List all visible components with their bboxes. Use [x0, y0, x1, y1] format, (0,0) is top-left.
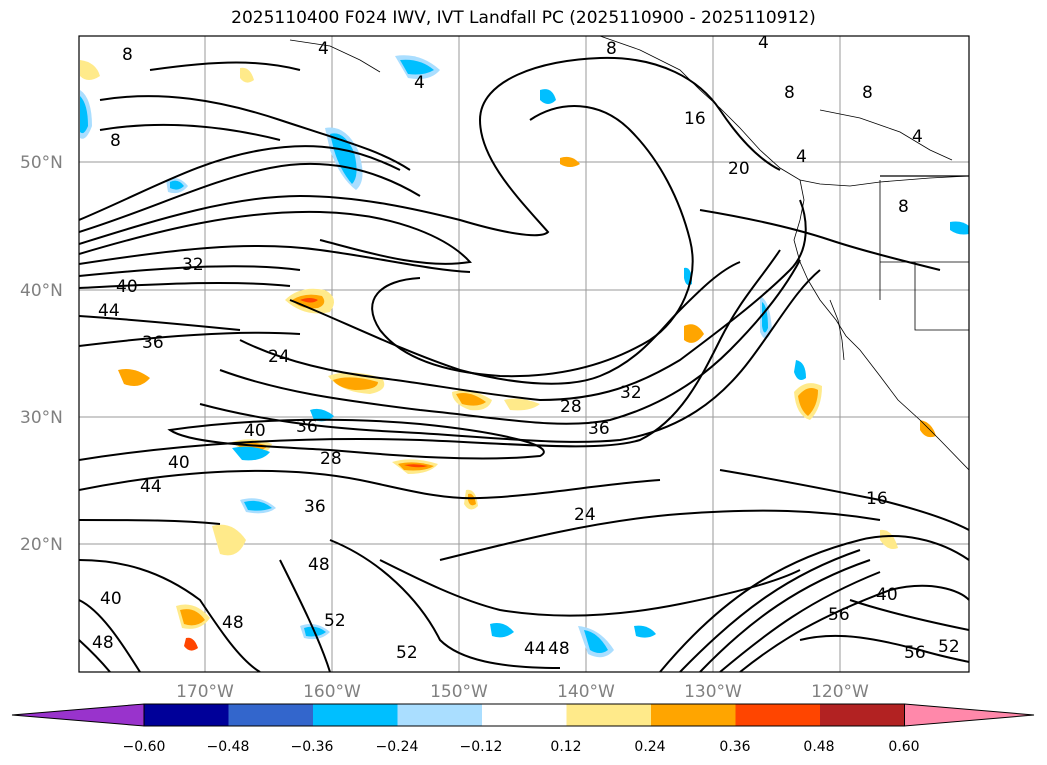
contour-label: 24: [574, 505, 596, 525]
contour-label: 8: [784, 83, 795, 103]
contour-label: 32: [620, 383, 642, 403]
contour-label: 52: [324, 611, 346, 631]
colorbar-segment: [651, 704, 736, 726]
contour-label: 40: [168, 453, 190, 473]
contour-label: 56: [828, 605, 850, 625]
contour-label: 52: [396, 643, 418, 663]
contour-label: 8: [110, 131, 121, 151]
lon-label-120w: 120°W: [811, 682, 869, 702]
colorbar-segment: [820, 704, 905, 726]
lon-label-160w: 160°W: [303, 682, 361, 702]
lon-label-140w: 140°W: [557, 682, 615, 702]
colorbar-segment: [313, 704, 398, 726]
lat-label-30n: 30°N: [20, 408, 63, 428]
colorbar-segment: [228, 704, 314, 726]
colorbar-tick-label: 0.60: [888, 739, 919, 755]
latitude-labels: 50°N 40°N 30°N 20°N: [20, 153, 63, 555]
contour-label: 52: [938, 637, 960, 657]
colorbar-tick-label: 0.12: [550, 739, 581, 755]
map-frame: [78, 35, 970, 673]
colorbar-tick-label: −0.36: [291, 739, 334, 755]
contour-label: 28: [560, 397, 582, 417]
contour-label: 40: [244, 421, 266, 441]
contour-label: 4: [912, 127, 923, 147]
contour-label: 56: [904, 643, 926, 663]
colorbar-segment: [735, 704, 821, 726]
lat-label-20n: 20°N: [20, 535, 63, 555]
contour-label: 36: [296, 417, 318, 437]
colorbar-extend-min: [11, 703, 145, 727]
contour-label: 20: [728, 159, 750, 179]
pc-shading: [80, 55, 969, 658]
contour-label: 48: [222, 613, 244, 633]
colorbar-extend-max: [904, 703, 1035, 727]
colorbar-tick-label: −0.60: [123, 739, 166, 755]
positive-patches: [80, 60, 936, 651]
contour-label: 24: [268, 347, 290, 367]
lon-label-170w: 170°W: [176, 682, 234, 702]
contour-label: 40: [100, 589, 122, 609]
contour-label: 36: [588, 419, 610, 439]
contour-label: 48: [308, 555, 330, 575]
longitude-labels: 170°W 160°W 150°W 140°W 130°W 120°W: [176, 682, 869, 702]
map-title: 2025110400 F024 IWV, IVT Landfall PC (20…: [231, 8, 816, 28]
colorbar-tick-label: −0.48: [207, 739, 250, 755]
contour-label: 40: [116, 277, 138, 297]
contour-label: 8: [122, 45, 133, 65]
contour-label: 4: [318, 39, 329, 59]
iwv-contours: [79, 56, 969, 672]
contour-label: 4: [796, 147, 807, 167]
contour-label: 8: [898, 197, 909, 217]
colorbar: −0.60 −0.48 −0.36 −0.24 −0.12 0.12 0.24 …: [11, 703, 1035, 755]
contour-label: 8: [606, 39, 617, 59]
coastlines: [289, 36, 969, 471]
map-area: 8 4 4 8 4 8 16 4 20 8 4 8 8 32 40 44 36 …: [79, 33, 969, 672]
colorbar-segment: [144, 704, 229, 726]
colorbar-tick-labels: −0.60 −0.48 −0.36 −0.24 −0.12 0.12 0.24 …: [123, 739, 920, 755]
contour-labels: 8 4 4 8 4 8 16 4 20 8 4 8 8 32 40 44 36 …: [92, 33, 960, 663]
contour-label: 36: [142, 333, 164, 353]
contour-label: 8: [862, 83, 873, 103]
contour-label: 44: [98, 301, 120, 321]
lon-label-150w: 150°W: [430, 682, 488, 702]
colorbar-tick-label: 0.24: [634, 739, 665, 755]
colorbar-tick-label: −0.12: [460, 739, 503, 755]
lat-label-40n: 40°N: [20, 281, 63, 301]
colorbar-segments: [11, 703, 1035, 727]
colorbar-tick-label: 0.36: [719, 739, 750, 755]
lat-label-50n: 50°N: [20, 153, 63, 173]
contour-label: 4: [414, 73, 425, 93]
contour-label: 32: [182, 255, 204, 275]
colorbar-outline: [143, 703, 905, 727]
colorbar-segment: [566, 704, 652, 726]
contour-label: 36: [304, 497, 326, 517]
contour-label: 48: [548, 639, 570, 659]
contour-label: 16: [684, 109, 706, 129]
colorbar-segment: [397, 704, 483, 726]
lon-label-130w: 130°W: [684, 682, 742, 702]
contour-label: 28: [320, 449, 342, 469]
contour-label: 40: [876, 585, 898, 605]
contour-label: 44: [140, 477, 162, 497]
contour-label: 16: [866, 489, 888, 509]
colorbar-segment: [482, 704, 567, 726]
contour-label: 4: [758, 33, 769, 53]
contour-label: 48: [92, 633, 114, 653]
contour-label: 44: [524, 639, 546, 659]
colorbar-tick-label: −0.24: [376, 739, 419, 755]
colorbar-tick-label: 0.48: [803, 739, 834, 755]
